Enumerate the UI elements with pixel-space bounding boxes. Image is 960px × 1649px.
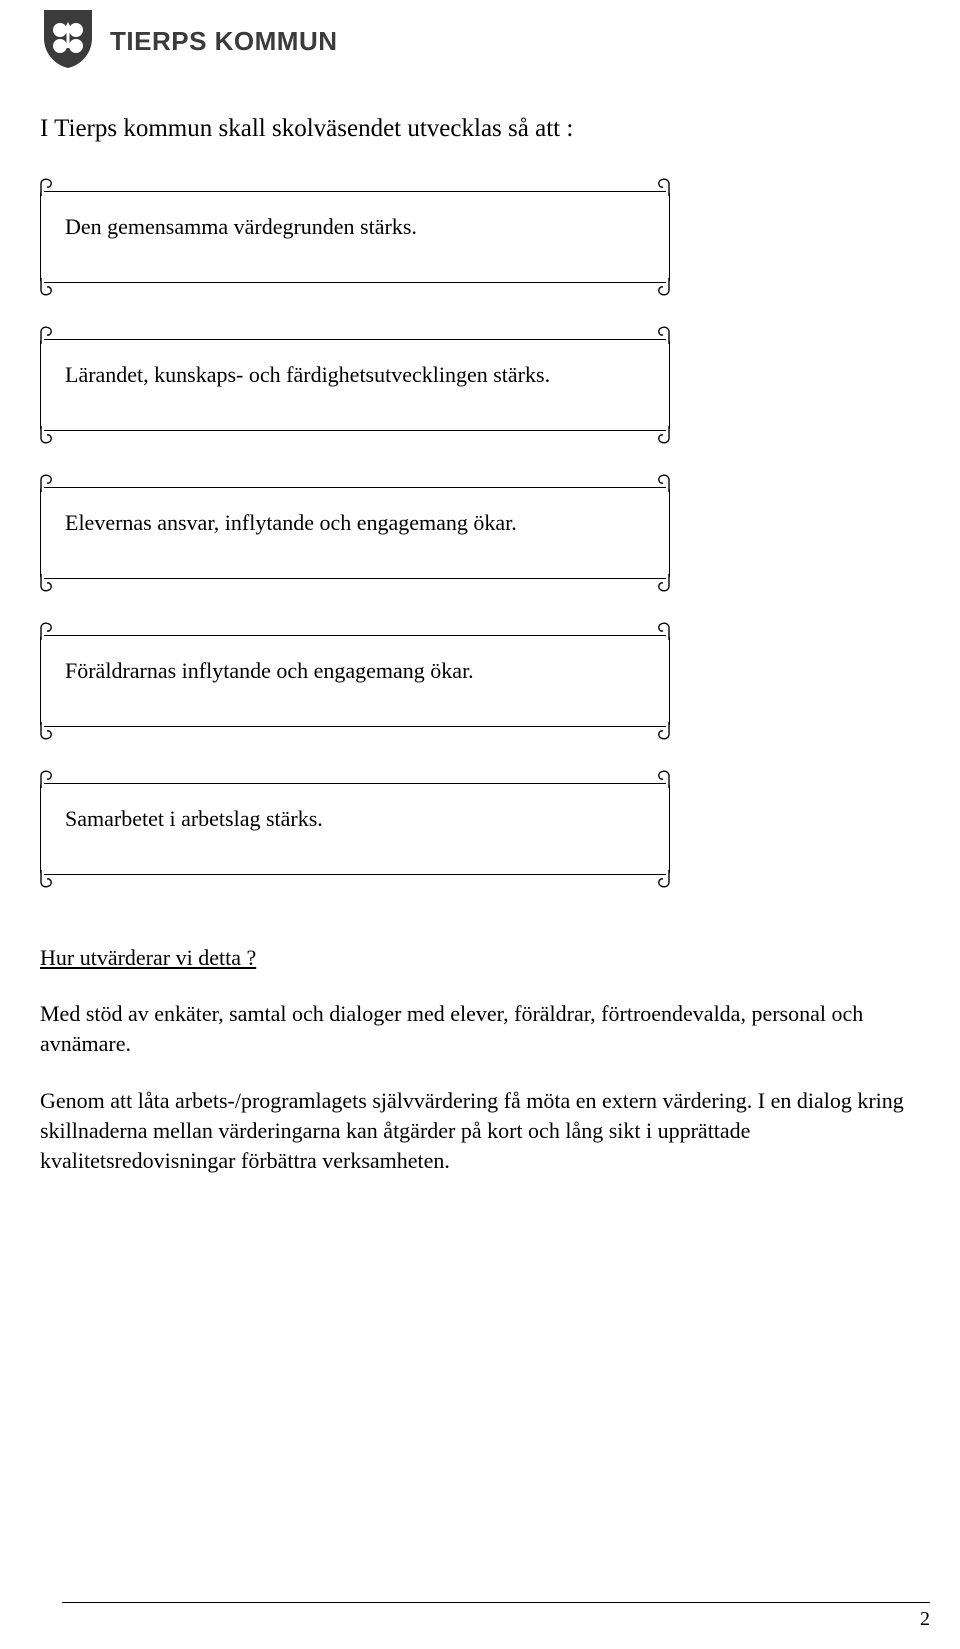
- scroll-curl-icon: [647, 424, 671, 444]
- scroll-curl-icon: [39, 178, 63, 198]
- scroll-curl-icon: [39, 770, 63, 790]
- page-title: I Tierps kommun skall skolväsendet utvec…: [40, 115, 920, 143]
- scroll-curl-icon: [39, 572, 63, 592]
- scroll-box: Samarbetet i arbetslag stärks.: [40, 783, 670, 875]
- scroll-curl-icon: [39, 424, 63, 444]
- scroll-curl-icon: [647, 178, 671, 198]
- scroll-curl-icon: [647, 622, 671, 642]
- scroll-curl-icon: [39, 720, 63, 740]
- scroll-box: Lärandet, kunskaps- och färdighetsutveck…: [40, 339, 670, 431]
- scroll-curl-icon: [647, 276, 671, 296]
- scroll-box: Elevernas ansvar, inflytande och engagem…: [40, 487, 670, 579]
- scroll-curl-icon: [39, 868, 63, 888]
- scroll-curl-icon: [647, 326, 671, 346]
- document-page: TIERPS KOMMUN I Tierps kommun skall skol…: [0, 0, 960, 1649]
- scroll-box-text: Elevernas ansvar, inflytande och engagem…: [65, 510, 517, 535]
- scroll-curl-icon: [39, 276, 63, 296]
- municipality-logo-icon: [40, 8, 96, 75]
- footer-divider: [62, 1602, 930, 1603]
- scroll-box-list: Den gemensamma värdegrunden stärks. Lära…: [40, 191, 920, 875]
- scroll-curl-icon: [39, 474, 63, 494]
- scroll-box-text: Lärandet, kunskaps- och färdighetsutveck…: [65, 362, 550, 387]
- scroll-curl-icon: [647, 720, 671, 740]
- scroll-curl-icon: [647, 572, 671, 592]
- body-paragraph: Med stöd av enkäter, samtal och dialoger…: [40, 999, 920, 1058]
- page-header: TIERPS KOMMUN: [40, 0, 920, 75]
- scroll-box-text: Föräldrarnas inflytande och engagemang ö…: [65, 658, 474, 683]
- scroll-curl-icon: [647, 868, 671, 888]
- scroll-box: Föräldrarnas inflytande och engagemang ö…: [40, 635, 670, 727]
- scroll-curl-icon: [39, 326, 63, 346]
- scroll-curl-icon: [647, 770, 671, 790]
- scroll-box: Den gemensamma värdegrunden stärks.: [40, 191, 670, 283]
- scroll-curl-icon: [39, 622, 63, 642]
- scroll-box-text: Den gemensamma värdegrunden stärks.: [65, 214, 417, 239]
- scroll-box-text: Samarbetet i arbetslag stärks.: [65, 806, 323, 831]
- section-heading: Hur utvärderar vi detta ?: [40, 945, 920, 971]
- scroll-curl-icon: [647, 474, 671, 494]
- page-number: 2: [920, 1608, 930, 1631]
- org-name: TIERPS KOMMUN: [110, 26, 338, 57]
- body-paragraph: Genom att låta arbets-/programlagets sjä…: [40, 1086, 920, 1175]
